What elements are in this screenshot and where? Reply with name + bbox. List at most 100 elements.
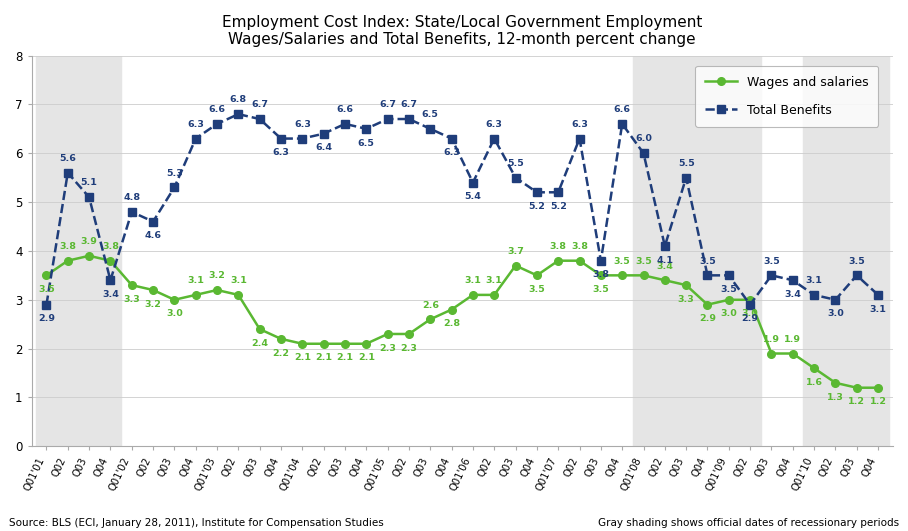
Text: 3.0: 3.0 (166, 310, 183, 319)
Total Benefits (41, 302, 52, 308)
Wages and salaries (830, 380, 841, 386)
Text: 3.5: 3.5 (614, 256, 630, 266)
Text: 3.1: 3.1 (187, 276, 204, 285)
Wages and salaries (318, 340, 329, 347)
Title: Employment Cost Index: State/Local Government Employment
Wages/Salaries and Tota: Employment Cost Index: State/Local Gover… (222, 15, 703, 47)
Total Benefits (745, 302, 755, 308)
Total Benefits (297, 135, 308, 142)
Text: 3.0: 3.0 (720, 310, 737, 319)
Text: 6.3: 6.3 (187, 120, 204, 129)
Total Benefits (105, 277, 116, 284)
Text: 1.3: 1.3 (827, 392, 844, 401)
Bar (804, 56, 889, 447)
Total Benefits (659, 243, 670, 249)
Text: 6.3: 6.3 (486, 120, 503, 129)
Text: 6.8: 6.8 (230, 96, 247, 105)
Wages and salaries (254, 326, 265, 332)
Text: 3.1: 3.1 (486, 276, 503, 285)
Wages and salaries (681, 282, 692, 288)
Text: 1.9: 1.9 (763, 335, 780, 344)
Text: 2.1: 2.1 (358, 354, 375, 363)
Text: 3.1: 3.1 (870, 305, 886, 314)
Total Benefits (702, 272, 713, 279)
Total Benefits (63, 169, 74, 176)
Total Benefits (275, 135, 286, 142)
Text: 6.7: 6.7 (252, 100, 268, 109)
Total Benefits (403, 116, 414, 122)
Text: 5.1: 5.1 (81, 178, 97, 187)
Text: 3.3: 3.3 (677, 295, 695, 304)
Text: 5.2: 5.2 (528, 202, 546, 211)
Text: 3.8: 3.8 (549, 242, 567, 251)
Text: 6.4: 6.4 (315, 143, 332, 152)
Wages and salaries (852, 384, 863, 391)
Text: 2.1: 2.1 (294, 354, 311, 363)
Total Benefits (510, 175, 521, 181)
Bar (35, 56, 121, 447)
Text: 3.5: 3.5 (720, 285, 737, 294)
Total Benefits (126, 209, 137, 215)
Text: 3.3: 3.3 (123, 295, 140, 304)
Line: Wages and salaries: Wages and salaries (43, 252, 882, 391)
Text: 6.6: 6.6 (337, 105, 353, 114)
Wages and salaries (510, 262, 521, 269)
Legend: Wages and salaries, Total Benefits: Wages and salaries, Total Benefits (696, 66, 878, 127)
Text: 6.5: 6.5 (422, 110, 439, 119)
Wages and salaries (360, 340, 371, 347)
Wages and salaries (126, 282, 137, 288)
Total Benefits (446, 135, 457, 142)
Total Benefits (873, 292, 883, 298)
Wages and salaries (809, 365, 820, 371)
Total Benefits (382, 116, 393, 122)
Text: 1.6: 1.6 (805, 378, 823, 387)
Text: 2.1: 2.1 (337, 354, 353, 363)
Total Benefits (766, 272, 777, 279)
Wages and salaries (787, 350, 798, 357)
Text: 3.4: 3.4 (102, 290, 119, 299)
Text: 3.1: 3.1 (465, 276, 481, 285)
Total Benefits (852, 272, 863, 279)
Total Benefits (169, 184, 180, 191)
Text: 3.5: 3.5 (38, 285, 54, 294)
Text: 6.6: 6.6 (614, 105, 631, 114)
Total Benefits (233, 111, 244, 117)
Text: 5.5: 5.5 (677, 159, 695, 168)
Line: Total Benefits: Total Benefits (43, 110, 882, 309)
Text: 3.2: 3.2 (144, 299, 162, 309)
Text: 3.7: 3.7 (508, 247, 524, 256)
Text: 3.5: 3.5 (593, 285, 609, 294)
Total Benefits (553, 189, 564, 195)
Wages and salaries (659, 277, 670, 284)
Text: 6.7: 6.7 (380, 100, 396, 109)
Wages and salaries (531, 272, 542, 279)
Text: 4.6: 4.6 (144, 232, 162, 241)
Text: 2.8: 2.8 (443, 319, 460, 328)
Wages and salaries (724, 297, 735, 303)
Text: 2.9: 2.9 (38, 314, 55, 323)
Text: 2.4: 2.4 (252, 339, 268, 348)
Text: 5.2: 5.2 (549, 202, 567, 211)
Text: 6.0: 6.0 (635, 134, 652, 143)
Total Benefits (340, 121, 350, 127)
Total Benefits (638, 150, 649, 157)
Total Benefits (596, 258, 607, 264)
Text: 2.2: 2.2 (272, 348, 290, 357)
Total Benefits (148, 218, 159, 225)
Text: 4.1: 4.1 (656, 256, 674, 265)
Total Benefits (531, 189, 542, 195)
Text: 2.6: 2.6 (422, 301, 439, 310)
Total Benefits (318, 131, 329, 137)
Text: 3.5: 3.5 (528, 285, 546, 294)
Wages and salaries (84, 253, 94, 259)
Text: Gray shading shows official dates of recessionary periods: Gray shading shows official dates of rec… (597, 518, 899, 528)
Text: 2.9: 2.9 (699, 314, 716, 323)
Total Benefits (574, 135, 585, 142)
Text: 5.6: 5.6 (59, 154, 76, 163)
Wages and salaries (275, 336, 286, 342)
Text: 6.3: 6.3 (272, 148, 290, 157)
Total Benefits (617, 121, 627, 127)
Text: 1.2: 1.2 (870, 397, 886, 406)
Text: 1.2: 1.2 (848, 397, 865, 406)
Text: 3.5: 3.5 (763, 256, 780, 266)
Text: 5.3: 5.3 (166, 169, 183, 178)
